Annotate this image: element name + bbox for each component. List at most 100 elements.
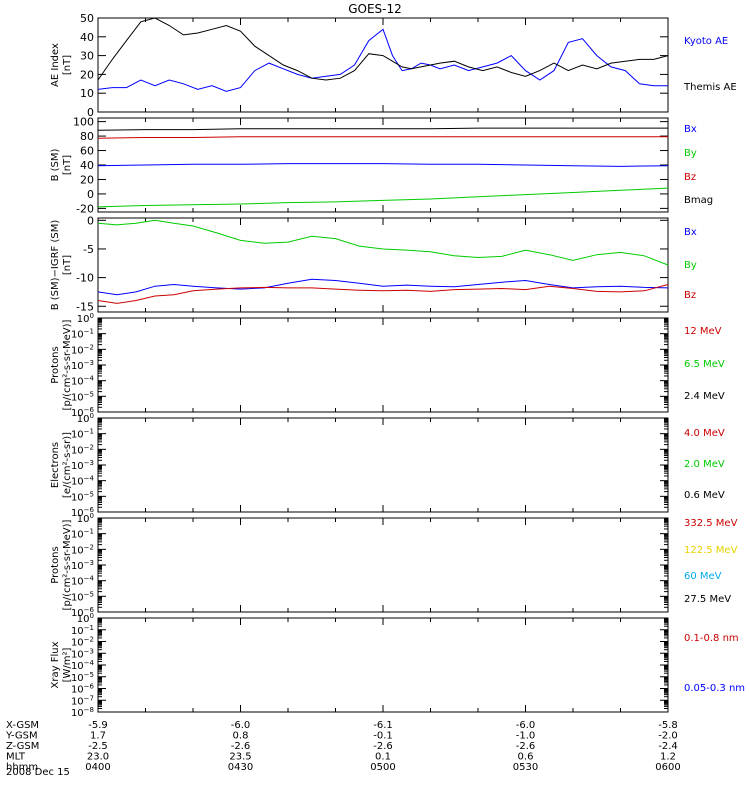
ephemeris-value: 0530 bbox=[513, 762, 538, 773]
panel-frame bbox=[97, 317, 669, 413]
ephemeris-value: 23.5 bbox=[229, 752, 251, 763]
legend-label: Bmag bbox=[684, 195, 713, 206]
y-tick-label: 30 bbox=[80, 50, 94, 63]
y-tick-label: 60 bbox=[80, 145, 94, 158]
y-axis-unit: [nT] bbox=[62, 155, 73, 175]
ephemeris-row-label: Y-GSM bbox=[5, 731, 38, 742]
y-tick-label: 10−1 bbox=[71, 328, 94, 341]
ephemeris-value: -6.1 bbox=[373, 720, 393, 731]
ephemeris-value: -2.4 bbox=[658, 741, 678, 752]
y-tick-label: 50 bbox=[80, 12, 94, 25]
y-tick-label: 10−1 bbox=[71, 528, 94, 541]
y-axis-label: B (SM) bbox=[50, 148, 61, 181]
panel-frame bbox=[97, 117, 669, 213]
panel-frame bbox=[97, 217, 669, 313]
legend-label: 60 MeV bbox=[684, 571, 722, 582]
y-tick-label: -5 bbox=[83, 243, 94, 256]
ephemeris-value: 23.0 bbox=[87, 752, 109, 763]
y-tick-label: 10−8 bbox=[71, 706, 94, 719]
series-line-kyoto-ae bbox=[97, 28, 668, 92]
ephemeris-value: -2.6 bbox=[231, 741, 251, 752]
ephemeris-value: -2.5 bbox=[88, 741, 108, 752]
panel-3: -15 -10 -5 0 B (SM)−IGRF (SM) [nT] Bx By Bz bbox=[50, 214, 697, 313]
y-tick-label: 100 bbox=[77, 412, 94, 425]
panel-frame bbox=[97, 417, 669, 513]
y-tick-label: 10−3 bbox=[71, 359, 94, 372]
y-tick-label: 10−2 bbox=[71, 443, 94, 456]
ephemeris-value: -2.6 bbox=[373, 741, 393, 752]
panel-1: 0 10 20 30 40 50 AE Index [nT] Kyoto AE Themis AE bbox=[50, 12, 737, 119]
y-tick-label: 100 bbox=[77, 512, 94, 525]
ephemeris-value: -0.1 bbox=[373, 731, 393, 742]
ephemeris-table: X-GSM -5.9 -6.0 -6.1 -6.0 -5.8 Y-GSM 1.7 0.8 -0.1… bbox=[5, 720, 681, 773]
legend-label: 332.5 MeV bbox=[684, 518, 738, 529]
legend-label: Themis AE bbox=[683, 82, 737, 93]
legend-label: 27.5 MeV bbox=[684, 594, 731, 605]
ephemeris-value: -6.0 bbox=[516, 720, 536, 731]
ephemeris-value: 0600 bbox=[655, 762, 680, 773]
ephemeris-value: -5.9 bbox=[88, 720, 108, 731]
panel-frame bbox=[97, 517, 669, 613]
ephemeris-value: 0.6 bbox=[518, 752, 534, 763]
legend-label: Bz bbox=[684, 172, 696, 183]
y-tick-label: 20 bbox=[80, 68, 94, 81]
y-axis-unit: [p/(cm²-s-sr-MeV)] bbox=[62, 519, 73, 610]
y-tick-label: 10−1 bbox=[71, 428, 94, 441]
y-axis-unit: [p/(cm²-s-sr-MeV)] bbox=[62, 319, 73, 410]
y-axis-unit: [e/(cm²-s-sr)] bbox=[62, 432, 73, 498]
y-tick-label: -10 bbox=[76, 272, 94, 285]
legend-label: Bx bbox=[684, 124, 697, 135]
legend-label: Bz bbox=[684, 290, 696, 301]
y-axis-label: Xray Flux bbox=[50, 641, 61, 688]
y-tick-label: 10−3 bbox=[71, 559, 94, 572]
legend-label: 4.0 MeV bbox=[684, 428, 725, 439]
y-tick-label: 10−5 bbox=[71, 490, 94, 503]
legend-label: Bx bbox=[684, 227, 697, 238]
legend-label: 0.1-0.8 nm bbox=[684, 633, 739, 644]
ephemeris-row-label: hhmm bbox=[6, 762, 38, 773]
ephemeris-value: 0.8 bbox=[233, 731, 249, 742]
legend-label: 12 MeV bbox=[684, 326, 722, 337]
panel-7: 10−810−710−610−510−410−310−210−1100Xray … bbox=[50, 612, 745, 719]
y-tick-label: 40 bbox=[80, 159, 94, 172]
legend-label: By bbox=[684, 260, 697, 271]
ephemeris-value: -1.0 bbox=[516, 731, 536, 742]
y-tick-label: 20 bbox=[80, 173, 94, 186]
date-label: 2008 Dec 15 bbox=[6, 767, 70, 778]
ephemeris-value: -6.0 bbox=[231, 720, 251, 731]
y-axis-label: B (SM)−IGRF (SM) bbox=[50, 220, 61, 311]
y-tick-label: 10−4 bbox=[71, 375, 95, 388]
ephemeris-value: 1.7 bbox=[90, 731, 106, 742]
y-tick-label: 10−4 bbox=[71, 475, 95, 488]
series-line-bx bbox=[97, 163, 669, 167]
legend-label: 122.5 MeV bbox=[684, 545, 738, 556]
ephemeris-value: -2.6 bbox=[516, 741, 536, 752]
y-tick-label: 10 bbox=[80, 87, 94, 100]
y-tick-label: -15 bbox=[76, 300, 94, 313]
y-axis-label: AE Index bbox=[50, 43, 61, 87]
legend-label: 0.05-0.3 nm bbox=[684, 683, 745, 694]
y-tick-label: 0 bbox=[87, 188, 94, 201]
series-line-bz bbox=[97, 284, 669, 304]
y-axis-label: Protons bbox=[50, 546, 61, 583]
y-tick-label: 10−5 bbox=[71, 590, 94, 603]
plot-title: GOES-12 bbox=[348, 2, 402, 16]
series-line-bmag bbox=[97, 127, 668, 131]
panel-frame bbox=[97, 617, 669, 713]
y-axis-unit: [nT] bbox=[62, 255, 73, 275]
legend-label: 6.5 MeV bbox=[684, 359, 725, 370]
ephemeris-value: 1.2 bbox=[660, 752, 676, 763]
ephemeris-value: 0400 bbox=[85, 762, 110, 773]
y-axis-label: Electrons bbox=[50, 442, 61, 488]
y-tick-label: 40 bbox=[80, 31, 94, 44]
y-tick-label: 100 bbox=[73, 116, 94, 129]
ephemeris-row-label: MLT bbox=[6, 752, 26, 763]
y-tick-label: 10−4 bbox=[71, 575, 95, 588]
y-tick-label: 80 bbox=[80, 130, 94, 143]
ephemeris-value: -5.8 bbox=[658, 720, 678, 731]
